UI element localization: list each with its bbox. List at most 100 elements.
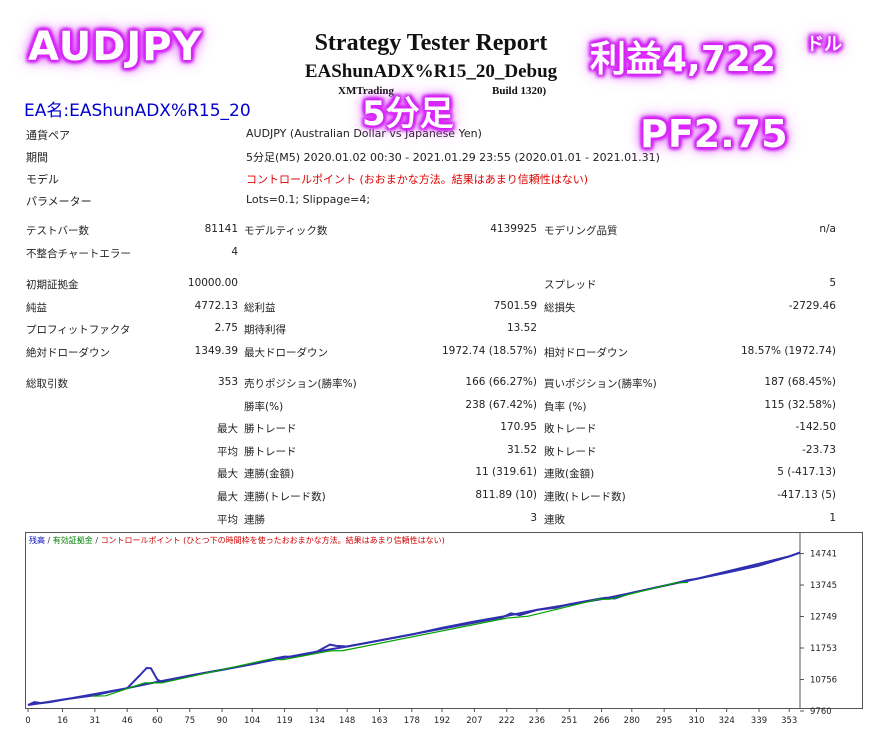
- overlay-timeframe: 5分足: [362, 94, 454, 134]
- win-label: 勝率(%): [244, 401, 284, 413]
- chart-legend: 残高 / 有効証拠金 / コントロールポイント (ひとつ下の時間枠を使ったおおま…: [29, 535, 445, 545]
- model-label: モデル: [26, 173, 59, 186]
- x-tick-label: 324: [719, 716, 735, 726]
- pf-value: 2.75: [214, 322, 238, 334]
- balance-chart: 残高 / 有効証拠金 / コントロールポイント (ひとつ下の時間枠を使ったおおま…: [25, 532, 863, 726]
- avg-loss-label: 敗トレード: [544, 446, 597, 458]
- abs-dd-label: 絶対ドローダウン: [26, 347, 110, 359]
- max-consec-losses-label: 連敗(金額): [544, 468, 595, 480]
- rel-dd-label: 相対ドローダウン: [544, 347, 628, 359]
- pair-value: AUDJPY (Australian Dollar vs Japanese Ye…: [246, 127, 482, 140]
- x-tick-label: 178: [404, 716, 420, 726]
- x-tick-label: 46: [122, 716, 133, 726]
- expected-label: 期待利得: [244, 324, 286, 336]
- equiv-line: [92, 581, 688, 697]
- model-value: コントロールポイント (おおまかな方法。結果はあまり信頼性はない): [246, 173, 589, 186]
- avg-prefix-2: 平均: [217, 514, 238, 526]
- x-tick-label: 119: [276, 716, 292, 726]
- gross-profit-value: 7501.59: [493, 300, 537, 312]
- chart-legend-equity: 有効証拠金: [53, 535, 93, 545]
- avg-consec-wins-value: 3: [530, 512, 537, 524]
- overlay-ea-name: EA名:EAShunADX%R15_20: [24, 101, 251, 121]
- x-tick-label: 16: [57, 716, 68, 726]
- param-value: Lots=0.1; Slippage=4;: [246, 193, 371, 206]
- y-tick-label: 14741: [810, 550, 837, 560]
- x-tick-label: 163: [371, 716, 387, 726]
- largest-prefix: 最大: [217, 423, 238, 435]
- expected-value: 13.52: [506, 322, 537, 334]
- overlay-profit: 利益4,722: [590, 39, 776, 80]
- max-consec-loss-label: 連敗(トレード数): [544, 491, 626, 503]
- chart-legend-sep2: /: [93, 536, 101, 545]
- x-tick-label: 207: [466, 716, 482, 726]
- x-tick-label: 280: [624, 716, 640, 726]
- avg-loss-value: -23.73: [802, 444, 836, 456]
- x-tick-label: 90: [217, 716, 228, 726]
- spread-value: 5: [829, 277, 836, 289]
- deposit-value: 10000.00: [187, 277, 238, 289]
- y-tick-label: 10756: [810, 676, 837, 686]
- x-tick-label: 339: [751, 716, 767, 726]
- x-tick-label: 134: [309, 716, 325, 726]
- x-tick-label: 192: [434, 716, 450, 726]
- x-tick-label: 266: [593, 716, 609, 726]
- abs-dd-value: 1349.39: [194, 345, 238, 357]
- overlay-pf: PF2.75: [640, 112, 788, 156]
- long-label: 買いポジション(勝率%): [544, 378, 657, 390]
- pair-label: 通貨ペア: [26, 129, 70, 142]
- avg-win-value: 31.52: [506, 444, 537, 456]
- x-tick-label: 0: [25, 716, 30, 726]
- x-tick-label: 251: [561, 716, 577, 726]
- net-value: 4772.13: [194, 300, 238, 312]
- ticks-label: モデルティック数: [244, 225, 328, 237]
- max-dd-label: 最大ドローダウン: [244, 347, 328, 359]
- deposit-label: 初期証拠金: [26, 279, 79, 291]
- max-consec-profit-value: 811.89 (10): [475, 489, 537, 501]
- short-value: 166 (66.27%): [465, 376, 537, 388]
- chart-frame: [25, 532, 863, 709]
- x-tick-label: 353: [781, 716, 797, 726]
- max-consec-profit-label: 連勝(トレード数): [244, 491, 326, 503]
- x-tick-label: 295: [656, 716, 672, 726]
- param-label: パラメーター: [26, 195, 92, 208]
- max-consec-wins-label: 連勝(金額): [244, 468, 295, 480]
- pf-label: プロフィットファクタ: [26, 324, 131, 336]
- x-tick-label: 236: [529, 716, 545, 726]
- y-tick-label: 9760: [810, 707, 832, 717]
- short-label: 売りポジション(勝率%): [244, 378, 357, 390]
- win-value: 238 (67.42%): [465, 399, 537, 411]
- quality-value: n/a: [819, 223, 836, 235]
- gross-loss-label: 総損失: [544, 302, 576, 314]
- x-tick-label: 104: [244, 716, 260, 726]
- max-prefix-2: 最大: [217, 491, 238, 503]
- report-ea-name: EAShunADX%R15_20_Debug: [304, 61, 558, 82]
- x-tick-label: 31: [89, 716, 100, 726]
- x-tick-label: 222: [499, 716, 515, 726]
- report-server: XMTrading Build 1320): [338, 85, 546, 97]
- max-prefix: 最大: [217, 468, 238, 480]
- report-server-suffix: Build 1320): [492, 85, 547, 97]
- max-consec-loss-value: -417.13 (5): [777, 489, 836, 501]
- quality-label: モデリング品質: [544, 225, 618, 237]
- net-label: 純益: [26, 302, 47, 314]
- gross-loss-value: -2729.46: [788, 300, 836, 312]
- loss-label: 負率 (%): [544, 401, 587, 413]
- x-tick-label: 310: [688, 716, 704, 726]
- y-tick-label: 13745: [810, 581, 837, 591]
- report-server-prefix: XMTrading: [338, 85, 395, 97]
- loss-value: 115 (32.58%): [764, 399, 836, 411]
- x-tick-label: 75: [184, 716, 195, 726]
- y-tick-label: 11753: [810, 644, 837, 654]
- largest-win-value: 170.95: [500, 421, 537, 433]
- chart-legend-sep1: /: [45, 536, 53, 545]
- avg-consec-wins-label: 連勝: [244, 514, 265, 526]
- x-tick-label: 148: [339, 716, 355, 726]
- avg-consec-losses-label: 連敗: [544, 514, 565, 526]
- x-tick-label: 60: [152, 716, 163, 726]
- largest-loss-value: -142.50: [795, 421, 836, 433]
- spread-label: スプレッド: [544, 279, 597, 291]
- trades-value: 353: [217, 376, 238, 388]
- avg-win-label: 勝トレード: [244, 446, 297, 458]
- period-label: 期間: [26, 151, 48, 164]
